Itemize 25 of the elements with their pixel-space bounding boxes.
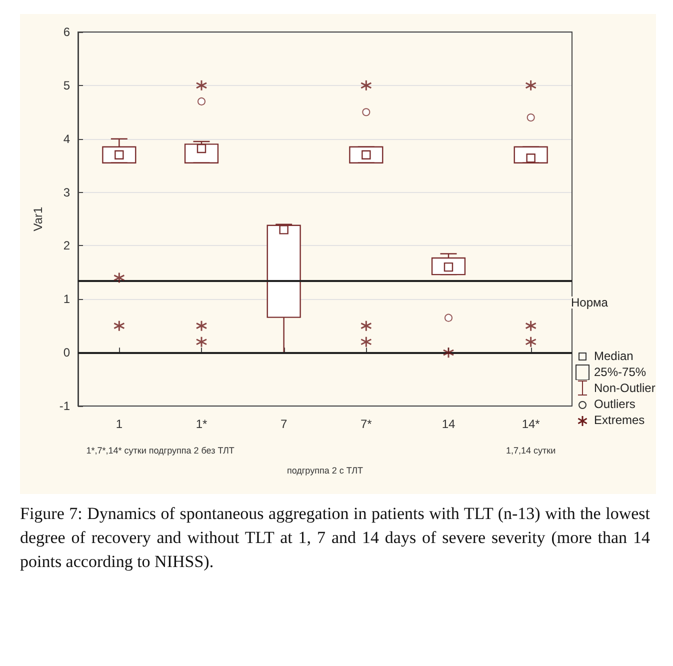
x-tick-label: 1 xyxy=(116,417,123,431)
legend-label: Extremes xyxy=(594,413,645,427)
y-tick-label: 3 xyxy=(63,185,70,200)
x-tick-label: 14 xyxy=(442,417,456,431)
y-tick-label: 6 xyxy=(63,25,70,39)
y-tick-label: 5 xyxy=(63,78,70,92)
text: 1*,7*,14* сутки подгруппа 2 без ТЛТ xyxy=(86,446,235,456)
y-tick-label: 4 xyxy=(63,132,70,146)
caption: Figure 7: Dynamics of spontaneous aggregation in patients with TLT (n-13) with the lowest degree of recovery and without TLT at 1, 7 and 14 days of severe severity (more than 14 points according to NIHSS). xyxy=(20,503,650,573)
x-tick-label: 14* xyxy=(522,417,540,431)
text: Non-Outlier xyxy=(594,381,656,395)
x-tick-label: 7* xyxy=(360,417,372,431)
y-tick-label: 0 xyxy=(63,346,70,360)
text: 25%-75% xyxy=(594,365,646,379)
x-tick-label: 1* xyxy=(196,417,208,431)
text: Outliers xyxy=(594,397,636,411)
y-tick-label: 2 xyxy=(63,238,70,253)
text: 1,7,14 сутки xyxy=(506,446,556,456)
y-tick-label: 1 xyxy=(63,292,70,306)
text: подгруппа 2 с ТЛТ xyxy=(286,466,364,476)
y-axis-title: Var1 xyxy=(31,206,45,232)
ref-line-label: Норма xyxy=(571,295,608,310)
x-tick-label: 7 xyxy=(280,417,288,431)
text: Median xyxy=(594,349,634,363)
y-tick-label: -1 xyxy=(59,399,70,413)
